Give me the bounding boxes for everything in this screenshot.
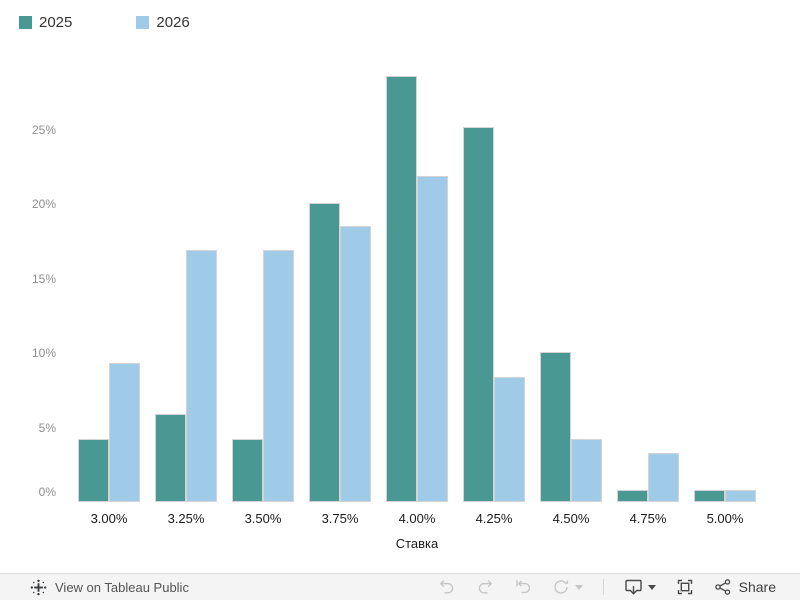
- x-tick-label: 4.50%: [552, 511, 590, 526]
- bar-group-3.75%: [309, 203, 371, 502]
- fullscreen-button[interactable]: [676, 578, 694, 596]
- x-tick-label: 4.00%: [398, 511, 436, 526]
- legend-item-2025[interactable]: 2025: [19, 14, 72, 31]
- bar-2025-4.25%[interactable]: [463, 127, 494, 502]
- refresh-button[interactable]: [552, 578, 583, 596]
- redo-icon: [478, 580, 492, 594]
- reset-icon: [515, 580, 530, 594]
- y-tick-label: 5%: [38, 420, 56, 435]
- legend-item-2026[interactable]: 2026: [136, 14, 190, 31]
- reset-button[interactable]: [514, 578, 532, 596]
- redo-button[interactable]: [476, 578, 494, 596]
- undo-button[interactable]: [438, 578, 456, 596]
- x-tick-label: 3.50%: [244, 511, 282, 526]
- legend-label-2026: 2026: [156, 14, 190, 31]
- x-tick-label: 3.00%: [90, 511, 128, 526]
- bar-2026-5.00%[interactable]: [725, 490, 756, 502]
- bar-2026-3.75%[interactable]: [340, 226, 371, 502]
- bar-group-4.75%: [617, 453, 679, 502]
- bar-2026-4.00%[interactable]: [417, 176, 448, 502]
- refresh-icon: [553, 580, 568, 594]
- x-tick-label: 3.75%: [321, 511, 359, 526]
- undo-icon: [439, 580, 453, 594]
- y-tick-label: 10%: [31, 346, 56, 360]
- bar-2025-3.75%[interactable]: [309, 203, 340, 502]
- bar-2025-5.00%[interactable]: [694, 490, 725, 502]
- legend-swatch-2025: [19, 16, 32, 29]
- download-button[interactable]: [624, 578, 656, 596]
- y-tick-label: 25%: [31, 122, 56, 137]
- bar-2026-3.00%[interactable]: [109, 363, 140, 502]
- bar-group-3.50%: [232, 250, 294, 502]
- bar-2026-4.75%[interactable]: [648, 453, 679, 502]
- legend-label-2025: 2025: [39, 14, 73, 31]
- bar-2025-3.00%[interactable]: [78, 439, 109, 502]
- bar-group-3.00%: [78, 363, 140, 502]
- bar-2025-4.75%[interactable]: [617, 490, 648, 502]
- share-label: Share: [738, 579, 776, 595]
- x-tick-label: 3.25%: [167, 511, 205, 526]
- tableau-logo-icon: [30, 579, 47, 595]
- caret-down-icon: [574, 584, 583, 590]
- y-tick-label: 15%: [31, 271, 56, 286]
- share-button[interactable]: Share: [714, 578, 776, 596]
- bar-group-3.25%: [155, 250, 217, 502]
- view-on-tableau-public-link[interactable]: View on Tableau Public: [30, 579, 189, 596]
- x-tick-label: 4.75%: [629, 511, 667, 526]
- x-tick-label: 4.25%: [475, 511, 513, 526]
- bar-2025-3.50%[interactable]: [232, 439, 263, 502]
- bar-2025-4.00%[interactable]: [386, 76, 417, 502]
- x-tick-label: 5.00%: [706, 511, 744, 526]
- x-axis: 3.00% 3.25% 3.50% 3.75% 4.00% 4.25% 4.50% 4.75%…: [78, 511, 756, 527]
- bar-2026-3.50%[interactable]: [263, 250, 294, 502]
- toolbar-divider: [602, 579, 604, 595]
- bar-group-4.00%: [386, 76, 448, 502]
- bar-group-4.50%: [540, 352, 602, 502]
- y-tick-label: 0%: [38, 485, 56, 499]
- bar-2026-4.25%[interactable]: [494, 377, 525, 502]
- fullscreen-icon: [677, 579, 692, 595]
- download-icon: [624, 579, 642, 595]
- bar-2026-3.25%[interactable]: [186, 250, 217, 502]
- bar-group-5.00%: [694, 490, 756, 502]
- bar-2025-3.25%[interactable]: [155, 414, 186, 502]
- tableau-toolbar: View on Tableau Public: [0, 573, 800, 600]
- x-axis-title: Ставка: [395, 536, 439, 551]
- bar-2025-4.50%[interactable]: [540, 352, 571, 502]
- plot-area: [78, 59, 756, 502]
- toolbar-tools: Share: [438, 578, 776, 596]
- bar-2026-4.50%[interactable]: [571, 439, 602, 502]
- chart-legend: 2025 2026: [19, 14, 190, 31]
- y-tick-label: 20%: [31, 197, 56, 211]
- legend-swatch-2026: [136, 16, 150, 29]
- bar-group-4.25%: [463, 127, 525, 502]
- share-icon: [714, 579, 730, 595]
- y-axis: 0% 5% 10% 15% 20% 25%: [12, 59, 56, 502]
- view-on-label: View on Tableau Public: [55, 579, 189, 595]
- caret-down-icon: [647, 584, 656, 590]
